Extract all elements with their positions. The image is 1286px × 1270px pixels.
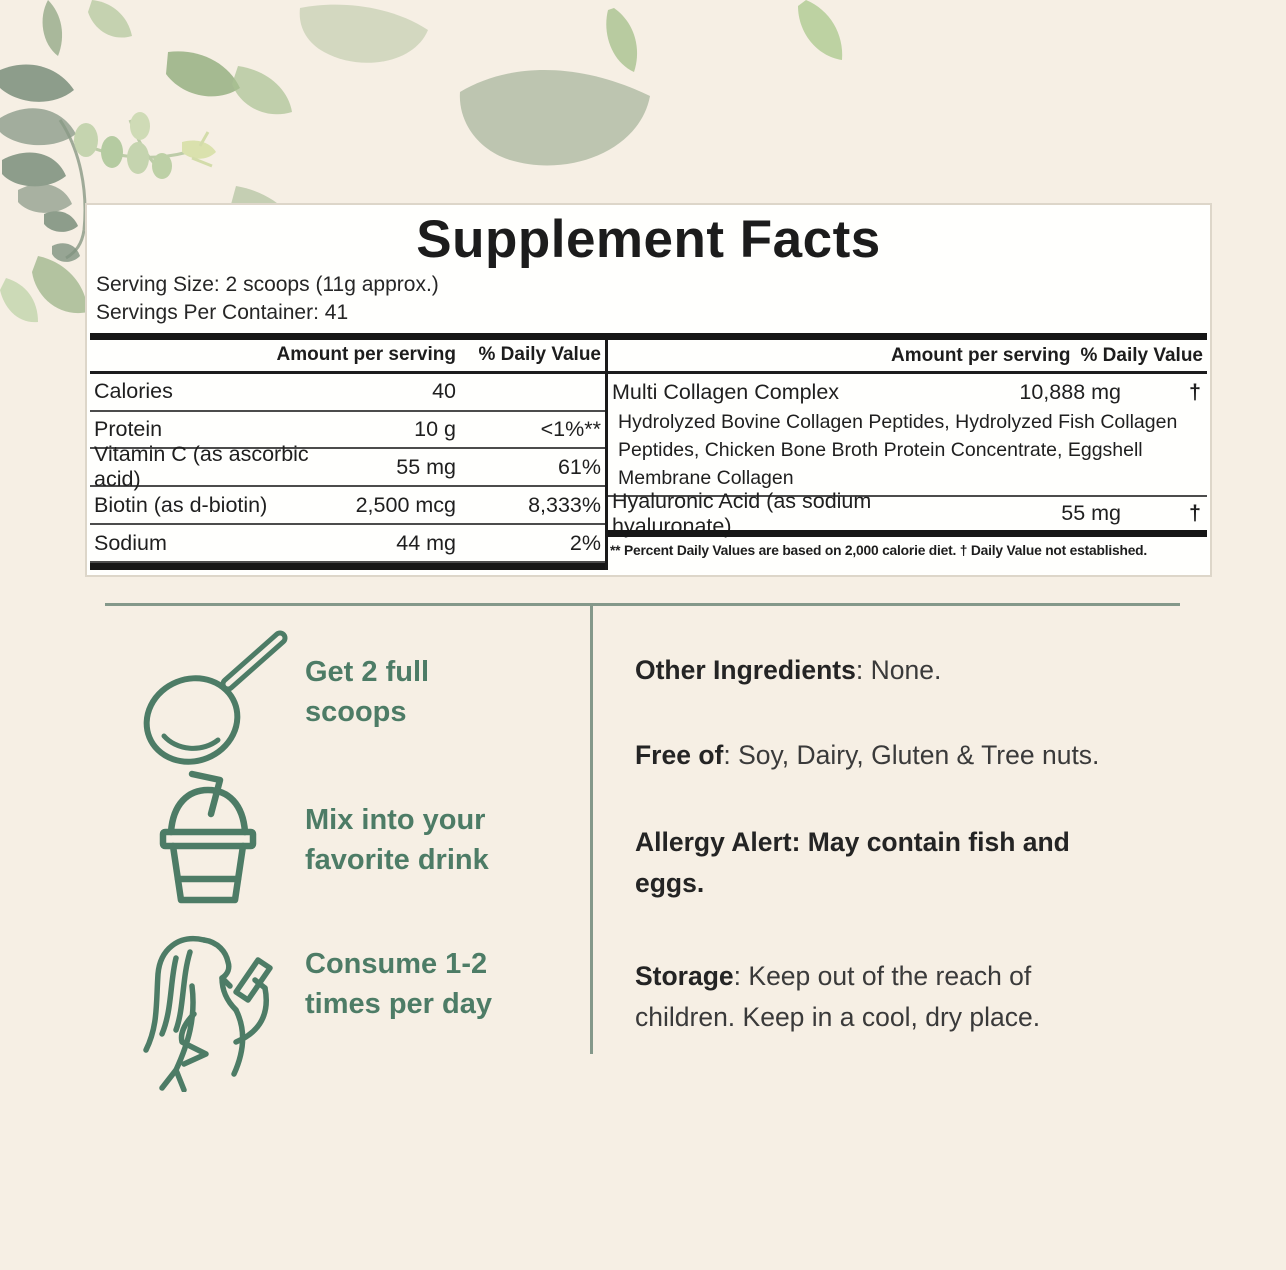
nutrient-name: Calories [94, 379, 173, 404]
storage-label: Storage [635, 961, 734, 991]
header-amount: Amount per serving [891, 344, 1071, 366]
leaf-single-right-2 [798, 0, 843, 60]
drink-cup-icon [159, 770, 257, 904]
sub-ingredients: Hydrolyzed Bovine Collagen Peptides, Hyd… [618, 411, 1178, 489]
leaf-pair-1a [166, 51, 240, 97]
facts-table-right: Amount per serving % Daily Value Multi C… [608, 340, 1207, 570]
eucalyptus-sprig [73, 112, 216, 179]
nutrient-name: Biotin (as d-biotin) [94, 492, 268, 517]
leaf-sprig-center [299, 4, 428, 63]
leaf-pair-2a [32, 256, 88, 314]
nutrient-amount: 10,888 mg [1019, 379, 1121, 404]
nutrient-amount: 10 g [414, 417, 456, 442]
serving-size: Serving Size: 2 scoops (11g approx.) [96, 273, 439, 296]
woman-drinking-icon [143, 936, 273, 1092]
table-bottom-bar-right [608, 530, 1207, 537]
free-of-block: Free of: Soy, Dairy, Gluten & Tree nuts. [635, 735, 1195, 776]
leaf-small-top-1 [42, 0, 63, 56]
nutrient-amount: 40 [432, 379, 456, 404]
header-daily-value: % Daily Value [478, 344, 601, 366]
table-top-bar [90, 333, 1207, 340]
panel-title: Supplement Facts [416, 210, 881, 269]
nutrient-dv: † [1189, 379, 1201, 404]
nutrient-dv: 61% [557, 454, 601, 479]
other-ingredients-block: Other Ingredients: None. [635, 650, 1195, 691]
row-divider [608, 495, 1207, 497]
nutrient-amount: 2,500 mcg [355, 492, 456, 517]
allergy-alert-block: Allergy Alert: May contain fish and eggs… [635, 822, 1195, 904]
nutrient-amount: 55 mg [1061, 501, 1121, 525]
usage-item-consume: Consume 1-2 times per day [118, 926, 492, 1092]
storage-block: Storage: Keep out of the reach of childr… [635, 956, 1195, 1038]
scoop-icon [143, 630, 288, 765]
table-bottom-bar-left [90, 563, 605, 570]
free-of-label: Free of [635, 740, 724, 770]
nutrient-name: Protein [94, 417, 163, 442]
nutrient-dv: 8,333% [528, 492, 601, 517]
nutrient-dv: <1%** [540, 417, 601, 442]
header-amount: Amount per serving [276, 344, 456, 366]
table-row: Hyaluronic Acid (as sodium hyaluronate) … [608, 489, 1207, 538]
leaf-large-center [459, 69, 650, 166]
storage-line-1: : Keep out of the reach of [733, 961, 1032, 991]
other-ingredients-text: : None. [855, 655, 942, 685]
supplement-facts-panel: Supplement Facts Serving Size: 2 scoops … [85, 203, 1212, 577]
usage-item-scoops: Get 2 full scoops [128, 626, 429, 768]
facts-table: Amount per serving % Daily Value Calorie… [90, 340, 1207, 570]
table-row: Biotin (as d-biotin) 2,500 mcg 8,333% [90, 487, 605, 526]
nutrient-amount: 55 mg [396, 454, 456, 479]
leaf-cluster-top-left [0, 64, 78, 232]
table-row: Sodium 44 mg 2% [90, 525, 605, 564]
table-column-divider [605, 340, 608, 570]
usage-label: Mix into your favorite drink [305, 804, 489, 876]
allergy-line-1: Allergy Alert: May contain fish and [635, 827, 1070, 857]
servings-per-container: Servings Per Container: 41 [96, 301, 349, 324]
facts-table-left: Amount per serving % Daily Value Calorie… [90, 340, 605, 570]
leaf-single-right-1 [606, 8, 638, 72]
table-row: Calories 40 [90, 374, 605, 412]
nutrient-name: Vitamin C (as ascorbic acid) [94, 442, 309, 492]
allergy-line-2: eggs. [635, 868, 705, 898]
table-row: Multi Collagen Complex 10,888 mg † [608, 376, 1207, 408]
table-row: Protein 10 g <1%** [90, 412, 605, 450]
header-daily-value: % Daily Value [1080, 344, 1203, 366]
other-ingredients-label: Other Ingredients [635, 655, 856, 685]
usage-item-mix: Mix into your favorite drink [146, 768, 489, 910]
nutrient-dv: † [1189, 501, 1201, 525]
horizontal-divider [105, 603, 1180, 606]
table-row: Vitamin C (as ascorbic acid) 55 mg 61% [90, 442, 605, 491]
nutrient-amount: 44 mg [396, 530, 456, 555]
table-header-left: Amount per serving % Daily Value [90, 340, 605, 374]
table-header-right: Amount per serving % Daily Value [608, 340, 1207, 374]
leaf-pair-1b [232, 66, 292, 115]
storage-line-2: children. Keep in a cool, dry place. [635, 1002, 1041, 1032]
leaf-pair-2b [0, 278, 38, 323]
nutrient-name: Multi Collagen Complex [612, 379, 840, 404]
usage-label: Get 2 full scoops [305, 656, 430, 728]
nutrient-dv: 2% [569, 530, 601, 555]
daily-value-footnote: ** Percent Daily Values are based on 2,0… [610, 543, 1148, 558]
usage-label: Consume 1-2 times per day [305, 948, 492, 1020]
nutrient-name: Sodium [94, 530, 167, 555]
free-of-text: : Soy, Dairy, Gluten & Tree nuts. [723, 740, 1100, 770]
leaf-small-top-2 [88, 0, 132, 38]
vertical-divider [590, 604, 593, 1054]
